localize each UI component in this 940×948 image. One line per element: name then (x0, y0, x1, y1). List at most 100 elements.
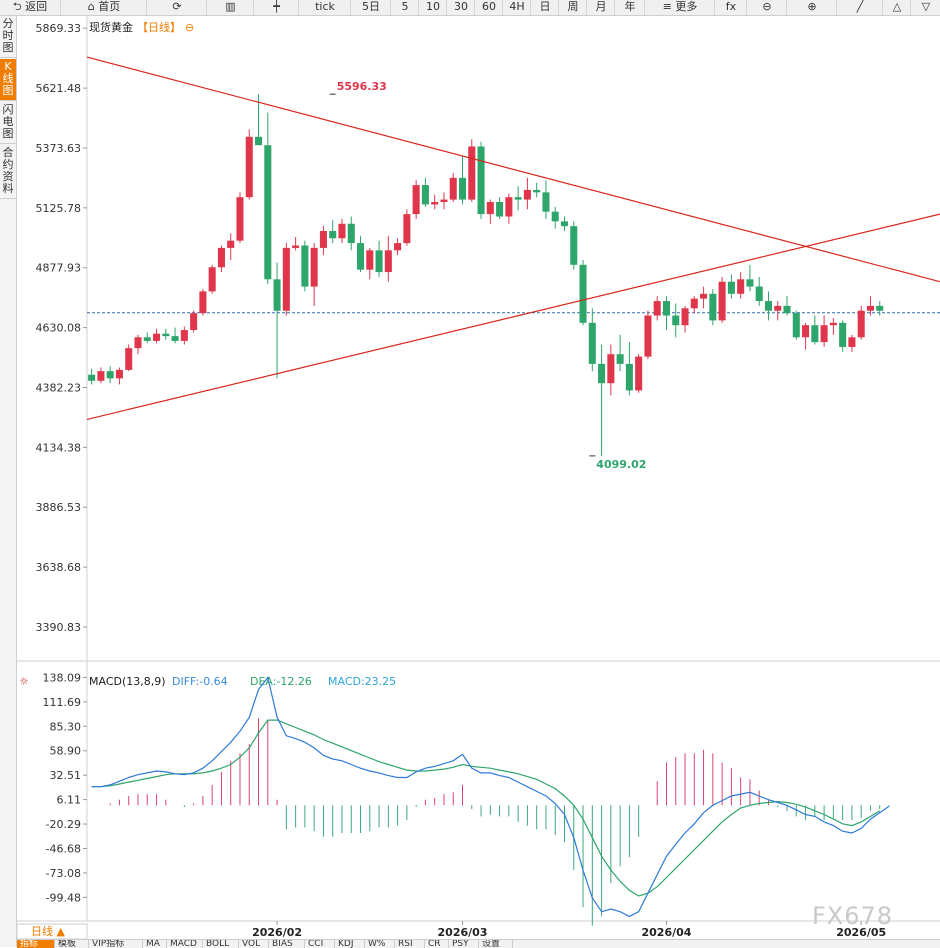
indicator-tab-11[interactable]: RSI (395, 940, 425, 948)
period-tag: 【日线】 (137, 20, 181, 34)
candle-body (106, 371, 114, 379)
macd-y-tick-label: -99.48 (46, 891, 81, 904)
candle-body (366, 250, 374, 270)
indicator-tab-4[interactable]: MACD (167, 940, 203, 948)
candle-body (347, 223, 355, 244)
indicator-tab-7[interactable]: BIAS (269, 940, 305, 948)
candle-body (153, 333, 161, 341)
candle-body (755, 286, 763, 302)
indicator-tab-12[interactable]: CR (425, 940, 449, 948)
y-tick-label: 5125.78 (36, 202, 82, 215)
toolbar-label: 月 (595, 0, 607, 13)
toolbar-button-8[interactable]: 10 (420, 0, 447, 15)
y-tick-label: 4134.38 (36, 441, 82, 454)
toolbar-button-20[interactable]: ╱ (838, 0, 883, 15)
candle-body (88, 374, 96, 381)
macd-y-tick-label: 111.69 (43, 696, 82, 709)
candle-body (412, 185, 420, 215)
indicator-tab-13[interactable]: PSY (449, 940, 479, 948)
candle-body (421, 185, 429, 205)
indicator-tab-8[interactable]: CCI (305, 940, 335, 948)
y-tick-label: 5869.33 (36, 22, 82, 35)
candle-body (125, 348, 133, 370)
candle-body (180, 330, 188, 341)
candle-body (245, 136, 253, 198)
candle-body (282, 247, 290, 311)
candle-body (607, 354, 615, 384)
indicator-tab-9[interactable]: KDJ (335, 940, 365, 948)
indicator-tab-6[interactable]: VOL (239, 940, 269, 948)
toolbar-label: 更多 (675, 0, 698, 13)
candle-body (551, 211, 559, 222)
toolbar-button-11[interactable]: 4H (504, 0, 531, 15)
side-tab-3[interactable]: 合约资料 (0, 145, 16, 199)
toolbar-label: 日 (539, 0, 551, 13)
indicator-tab-5[interactable]: BOLL (203, 940, 239, 948)
candle-body (403, 214, 411, 244)
side-tabs: 分时图 K线图 闪电图 合约资料 (0, 16, 17, 947)
side-tab-1[interactable]: K线图 (0, 59, 16, 101)
toolbar-button-7[interactable]: 5 (392, 0, 419, 15)
toolbar-button-4[interactable]: ┿ (255, 0, 299, 15)
candle-body (477, 146, 485, 215)
candle-body (783, 305, 791, 314)
y-tick-label: 3886.53 (36, 501, 82, 514)
toolbar-button-15[interactable]: 年 (616, 0, 645, 15)
side-tab-0[interactable]: 分时图 (0, 16, 16, 58)
candle-body (839, 322, 847, 347)
toolbar-button-9[interactable]: 30 (448, 0, 475, 15)
toolbar-label: 4H (509, 0, 525, 13)
candle-body (876, 305, 884, 311)
toolbar-label: 5日 (362, 0, 380, 13)
triangle-icon: △ (892, 0, 902, 13)
toolbar-button-17[interactable]: fx (716, 0, 747, 15)
candle-body (115, 369, 123, 379)
indicator-tab-3[interactable]: MA (143, 940, 167, 948)
candle-body (264, 145, 272, 280)
toolbar-button-19[interactable]: ⊕ (788, 0, 837, 15)
candle-body (449, 177, 457, 200)
toolbar-button-10[interactable]: 60 (476, 0, 503, 15)
toolbar-button-12[interactable]: 日 (532, 0, 559, 15)
candle-body (171, 336, 179, 341)
candle-body (635, 356, 643, 391)
candle-body (560, 221, 569, 227)
side-tab-2[interactable]: 闪电图 (0, 102, 16, 144)
indicator-tab-2[interactable]: VIP指标 (89, 940, 143, 948)
candle-body (97, 371, 105, 381)
candle-body (802, 325, 810, 338)
candle-body (542, 192, 550, 212)
toolbar-button-3[interactable]: ▥ (208, 0, 254, 15)
y-tick-label: 3390.83 (36, 621, 82, 634)
candle-body (820, 325, 828, 343)
toolbar-button-2[interactable]: ⟳ (148, 0, 207, 15)
indicator-tab-1[interactable]: 模板 (55, 940, 89, 948)
indicator-tab-14[interactable]: 设置 (479, 940, 513, 948)
x-tick-label: 2026/05 (836, 926, 886, 939)
toolbar-button-6[interactable]: 5日 (352, 0, 391, 15)
bar-chart-icon: ▥ (225, 0, 236, 13)
candle-body (746, 279, 754, 287)
indicator-tab-0[interactable]: 指标 (17, 940, 55, 948)
indicator-tab-10[interactable]: W% (365, 940, 395, 948)
toolbar-button-0[interactable]: ⮌ 返回 (0, 0, 61, 15)
toolbar-label: tick (315, 0, 335, 13)
toolbar-label: 5 (401, 0, 409, 13)
y-tick-label: 3638.68 (36, 561, 82, 574)
candle-body (829, 322, 837, 326)
candle-body (866, 305, 874, 311)
toolbar-button-22[interactable]: ▽ (912, 0, 940, 15)
toolbar-button-5[interactable]: tick (300, 0, 351, 15)
toolbar-button-18[interactable]: ⊖ (748, 0, 787, 15)
macd-y-tick-label: 58.90 (50, 745, 82, 758)
x-tick-label: 2026/04 (642, 926, 692, 939)
candle-body (440, 199, 448, 203)
candle-body (338, 223, 346, 239)
toolbar-button-13[interactable]: 周 (560, 0, 587, 15)
candle-body (523, 189, 531, 200)
toolbar-button-1[interactable]: ⌂ 首页 (62, 0, 147, 15)
toolbar-button-21[interactable]: △ (884, 0, 911, 15)
toolbar-button-14[interactable]: 月 (588, 0, 615, 15)
toolbar-button-16[interactable]: ≡ 更多 (646, 0, 715, 15)
candle-body (616, 354, 624, 364)
